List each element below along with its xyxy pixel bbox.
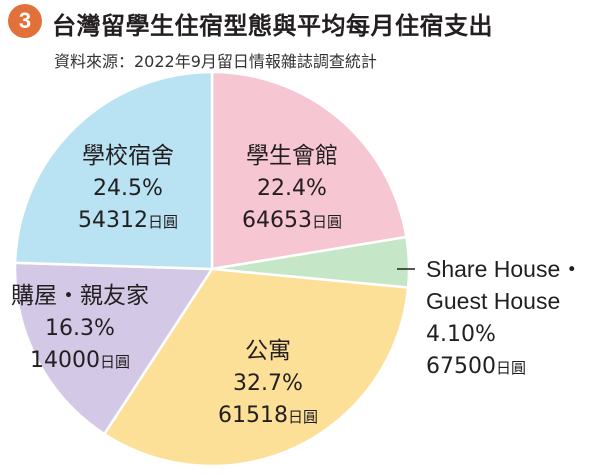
chart-source: 資料來源：2022年9月留日情報雜誌調查統計 (54, 52, 377, 71)
slice-name: 購屋・親友家 (11, 283, 149, 309)
slice-percent: 32.7% (233, 371, 303, 396)
slice-label-share-house: Share House・ Guest House 4.10% 67500日圓 (426, 256, 583, 379)
slice-label-family-home: 購屋・親友家 16.3% 14000日圓 (11, 283, 149, 373)
slice-percent: 22.4% (257, 176, 327, 201)
slice-cost: 67500日圓 (426, 354, 526, 379)
slice-cost: 54312日圓 (78, 208, 178, 233)
slice-name: 公寓 (245, 338, 291, 364)
slice-percent: 16.3% (45, 316, 115, 341)
slice-percent: 4.10% (426, 322, 496, 347)
cost-unit: 日圓 (148, 213, 178, 231)
slice-cost: 14000日圓 (30, 348, 130, 373)
chart-header: 3 台灣留學生住宿型態與平均每月住宿支出 資料來源：2022年9月留日情報雜誌調… (8, 4, 598, 74)
slice-label-apartment: 公寓 32.7% 61518日圓 (218, 338, 318, 428)
cost-unit: 日圓 (312, 213, 342, 231)
figure-number-badge: 3 (8, 4, 42, 38)
pie-slice-family-home (13, 261, 215, 436)
pie-slice-school-dorm (13, 70, 214, 271)
cost-unit: 日圓 (288, 408, 318, 426)
cost-unit: 日圓 (496, 359, 526, 377)
slice-cost: 64653日圓 (242, 208, 342, 233)
slice-label-student-hall: 學生會館 22.4% 64653日圓 (242, 143, 342, 233)
pie-slices (13, 70, 411, 468)
pie-slice-student-hall (210, 70, 408, 271)
slice-name: Guest House (426, 288, 560, 314)
slice-name: 學生會館 (246, 143, 338, 169)
slice-label-school-dorm: 學校宿舍 24.5% 54312日圓 (78, 143, 178, 233)
chart-title: 台灣留學生住宿型態與平均每月住宿支出 (52, 12, 493, 40)
slice-cost: 61518日圓 (218, 403, 318, 428)
slice-labels: 學生會館 22.4% 64653日圓 Share House・ Guest House 4… (11, 143, 583, 428)
slice-percent: 24.5% (93, 176, 163, 201)
slice-name: Share House・ (426, 256, 583, 282)
slice-name: 學校宿舍 (82, 143, 174, 169)
cost-unit: 日圓 (100, 353, 130, 371)
